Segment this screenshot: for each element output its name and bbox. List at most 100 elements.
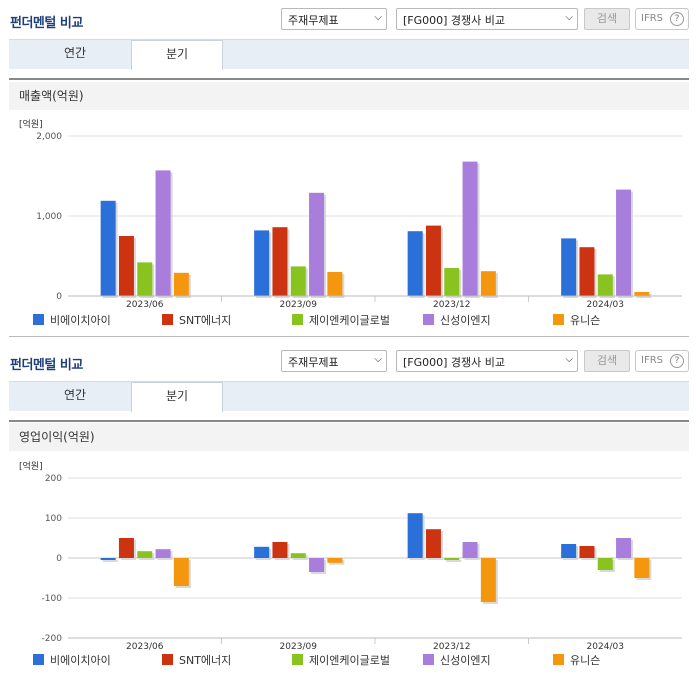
section-title: 매출액(억원)	[9, 82, 689, 110]
legend-label: 비에이치아이	[50, 314, 111, 327]
legend-item[interactable]: 비에이치아이	[33, 313, 111, 329]
bar	[444, 268, 460, 296]
tab-quarterly[interactable]: 분기	[131, 382, 223, 412]
x-tick-label: 2024/03	[587, 300, 624, 310]
peer-select[interactable]: [FG000] 경쟁사 비교 ⌵	[396, 350, 578, 372]
ifrs-label: IFRS	[641, 355, 663, 366]
chevron-down-icon: ⌵	[374, 354, 382, 365]
statement-select-value: 주재무제표	[288, 356, 339, 369]
search-button[interactable]: 검색	[584, 8, 630, 30]
ifrs-label: IFRS	[641, 13, 663, 24]
legend-swatch	[292, 654, 303, 665]
bar	[616, 189, 632, 296]
statement-select[interactable]: 주재무제표 ⌵	[281, 350, 387, 372]
bar	[597, 558, 613, 570]
bar	[425, 529, 441, 558]
chevron-down-icon: ⌵	[565, 354, 573, 365]
search-button[interactable]: 검색	[584, 350, 630, 372]
legend-item[interactable]: 유니슨	[553, 313, 600, 329]
bar	[561, 238, 577, 296]
bar	[155, 549, 171, 558]
legend-swatch	[423, 654, 434, 665]
legend-swatch	[553, 314, 564, 325]
x-tick-label: 2023/09	[280, 300, 318, 310]
bar	[118, 236, 134, 296]
bar	[480, 271, 496, 296]
panel-title: 펀더멘털 비교	[10, 358, 83, 373]
panel-bottom-border	[9, 336, 689, 337]
bar	[137, 551, 153, 558]
legend-item[interactable]: SNT에너지	[162, 313, 231, 329]
legend-label: 유니슨	[570, 314, 601, 327]
revenue-legend: 비에이치아이 SNT에너지 제이엔케이글로벌 신성이엔지 유니슨	[0, 313, 696, 329]
bar	[597, 274, 613, 296]
period-tabs: 연간 분기	[9, 39, 689, 70]
peer-select-value: [FG000] 경쟁사 비교	[403, 356, 506, 369]
legend-label: 비에이치아이	[50, 654, 111, 667]
bar	[173, 558, 189, 586]
operating-profit-panel: 펀더멘털 비교 주재무제표 ⌵ [FG000] 경쟁사 비교 ⌵ 검색 IFRS…	[0, 342, 696, 684]
legend-item[interactable]: 제이엔케이글로벌	[292, 653, 390, 669]
bar	[327, 272, 343, 296]
bar	[327, 558, 343, 563]
legend-label: SNT에너지	[179, 654, 232, 667]
legend-item[interactable]: 비에이치아이	[33, 653, 111, 669]
legend-label: 제이엔케이글로벌	[309, 654, 390, 667]
bar-shadow	[102, 560, 118, 562]
operating-profit-chart: [억원] -200 -100 0 100 200 2023/06 2023/09 2023/12…	[19, 460, 682, 652]
period-tabs: 연간 분기	[9, 381, 689, 412]
panel-title: 펀더멘털 비교	[10, 16, 83, 31]
legend-item[interactable]: 신성이엔지	[423, 653, 491, 669]
bar	[462, 161, 478, 296]
bar	[272, 227, 288, 296]
y-tick-label: 100	[45, 514, 62, 524]
revenue-chart: [억원] 0 1,000 2,000 2023/06 2023/09 2023/12 2024…	[19, 118, 682, 310]
statement-select[interactable]: 주재무제표 ⌵	[281, 8, 387, 30]
y-tick-label: 0	[56, 554, 62, 564]
bar	[254, 546, 270, 558]
legend-item[interactable]: 제이엔케이글로벌	[292, 313, 390, 329]
bar	[254, 230, 270, 296]
legend-swatch	[162, 314, 173, 325]
bar	[100, 558, 116, 560]
bar	[173, 272, 189, 296]
x-tick-label: 2023/06	[126, 642, 164, 652]
legend-label: 신성이엔지	[440, 314, 491, 327]
tab-quarterly[interactable]: 분기	[131, 40, 223, 70]
y-tick-label: 0	[56, 292, 62, 302]
bar	[272, 542, 288, 558]
chevron-down-icon: ⌵	[374, 12, 382, 23]
bar	[290, 553, 306, 558]
y-tick-label: 1,000	[36, 212, 62, 222]
peer-select[interactable]: [FG000] 경쟁사 비교 ⌵	[396, 8, 578, 30]
legend-swatch	[33, 654, 44, 665]
help-icon[interactable]: ?	[670, 12, 684, 26]
legend-label: 제이엔케이글로벌	[309, 314, 390, 327]
ifrs-button[interactable]: IFRS ?	[635, 350, 689, 372]
operating-profit-legend: 비에이치아이 SNT에너지 제이엔케이글로벌 신성이엔지 유니슨	[0, 653, 696, 669]
tab-annual[interactable]: 연간	[63, 46, 87, 60]
bar	[407, 231, 423, 296]
unit-label: [억원]	[19, 460, 43, 472]
legend-item[interactable]: 신성이엔지	[423, 313, 491, 329]
legend-item[interactable]: SNT에너지	[162, 653, 231, 669]
revenue-panel: 펀더멘털 비교 주재무제표 ⌵ [FG000] 경쟁사 비교 ⌵ 검색 IFRS…	[0, 8, 696, 337]
help-icon[interactable]: ?	[670, 354, 684, 368]
y-tick-label: -100	[42, 594, 63, 604]
legend-item[interactable]: 유니슨	[553, 653, 600, 669]
legend-swatch	[162, 654, 173, 665]
x-tick-label: 2023/12	[433, 300, 470, 310]
bar	[309, 192, 325, 296]
ifrs-button[interactable]: IFRS ?	[635, 8, 689, 30]
bar	[290, 266, 306, 296]
bar	[155, 170, 171, 296]
bar	[137, 262, 153, 296]
tab-annual[interactable]: 연간	[63, 388, 87, 402]
bar	[309, 558, 325, 572]
statement-select-value: 주재무제표	[288, 14, 339, 27]
bar	[480, 558, 496, 602]
bar	[579, 546, 595, 558]
unit-label: [억원]	[19, 118, 43, 130]
bar	[462, 542, 478, 558]
legend-swatch	[423, 314, 434, 325]
